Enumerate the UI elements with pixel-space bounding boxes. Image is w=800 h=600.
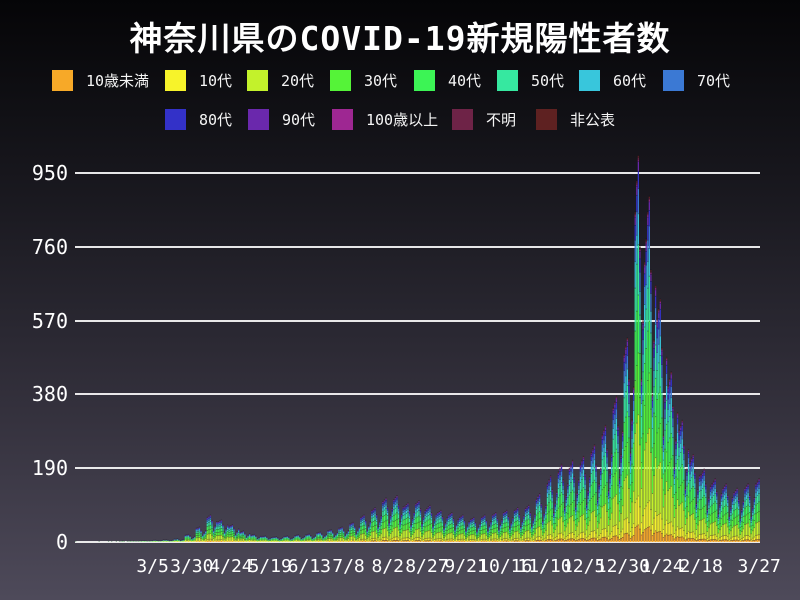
legend-item-not_disclosed: 非公表 [536,109,615,130]
x-tick-label: 2/18 [679,556,723,577]
legend-item-age_50s: 50代 [497,70,564,91]
legend-item-age_60s: 60代 [579,70,646,91]
legend-item-label: 10歳未満 [86,72,150,90]
legend-item-label: 80代 [199,111,233,129]
y-tick-label: 950 [31,161,68,185]
legend-item-age_100plus: 100歳以上 [332,109,438,130]
legend-item-label: 100歳以上 [366,111,439,129]
legend-swatch-icon [165,70,186,91]
legend-item-label: 非公表 [570,111,616,129]
legend-swatch-icon [330,70,351,91]
x-tick-label: 10/16 [478,556,533,577]
y-tick-label: 380 [31,382,68,407]
legend-swatch-icon [247,70,268,91]
legend-swatch-icon [497,70,518,91]
legend-swatch-icon [414,70,435,91]
x-tick-label: 3/5 [136,556,169,577]
x-tick-label: 9/21 [444,556,488,577]
x-tick-label: 8/2 [371,556,404,577]
x-tick-label: 6/13 [287,556,332,577]
legend-item-label: 50代 [531,72,565,90]
x-tick-label: 7/8 [332,556,365,577]
y-tick-label: 570 [31,308,68,333]
legend-item-label: 90代 [282,111,316,129]
x-tick-label: 8/27 [405,556,449,577]
x-tick-label: 5/19 [248,556,292,577]
legend-item-label: 60代 [613,72,647,90]
legend-swatch-icon [52,70,73,91]
legend-item-age_40s: 40代 [414,70,481,91]
legend-swatch-icon [536,109,557,130]
legend-swatch-icon [452,109,473,130]
legend-item-age_20s: 20代 [247,70,314,91]
legend-item-age_70s: 70代 [663,70,730,91]
legend-item-age_90s: 90代 [248,109,315,130]
x-tick-label: 11/10 [517,556,572,577]
legend-item-label: 10代 [199,72,233,90]
legend-item-age_under10: 10歳未満 [52,70,149,91]
legend-swatch-icon [165,109,186,130]
chart-title: 神奈川県のCOVID-19新規陽性者数 [129,19,671,58]
legend-item-label: 40代 [448,72,482,90]
x-tick-label: 3/27 [737,556,781,577]
x-tick-label: 12/30 [595,556,650,577]
legend-swatch-icon [663,70,684,91]
x-tick-label: 1/24 [640,556,684,577]
legend-item-age_10s: 10代 [165,70,232,91]
y-tick-label: 760 [31,234,68,259]
legend-item-label: 20代 [281,72,315,90]
legend-swatch-icon [332,109,353,130]
x-tick-label: 4/24 [209,556,253,577]
legend-item-age_80s: 80代 [165,109,232,130]
x-tick-label: 12/5 [561,556,606,577]
legend-swatch-icon [579,70,600,91]
legend-item-label: 不明 [486,111,517,129]
legend-item-age_30s: 30代 [330,70,397,91]
legend-item-label: 30代 [364,72,398,90]
legend-item-unknown: 不明 [452,109,516,130]
x-tick-label: 3/30 [170,556,214,577]
legend-swatch-icon [248,109,269,130]
y-tick-label: 0 [55,530,68,554]
legend-item-label: 70代 [697,72,731,90]
y-tick-label: 190 [31,456,68,481]
